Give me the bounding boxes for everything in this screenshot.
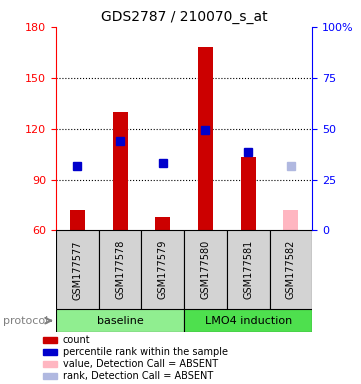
Text: GSM177578: GSM177578 bbox=[115, 240, 125, 300]
Text: LMO4 induction: LMO4 induction bbox=[205, 316, 292, 326]
Title: GDS2787 / 210070_s_at: GDS2787 / 210070_s_at bbox=[101, 10, 268, 25]
Text: value, Detection Call = ABSENT: value, Detection Call = ABSENT bbox=[62, 359, 218, 369]
Text: protocol: protocol bbox=[4, 316, 49, 326]
Text: GSM177582: GSM177582 bbox=[286, 240, 296, 300]
Text: percentile rank within the sample: percentile rank within the sample bbox=[62, 347, 227, 357]
Bar bbox=[198, 47, 213, 230]
Text: GSM177581: GSM177581 bbox=[243, 240, 253, 300]
Bar bbox=[270, 230, 312, 309]
Text: baseline: baseline bbox=[97, 316, 143, 326]
Bar bbox=[70, 210, 85, 230]
Bar bbox=[155, 217, 170, 230]
Bar bbox=[43, 373, 57, 379]
Bar bbox=[227, 230, 270, 309]
Bar bbox=[283, 210, 299, 230]
Bar bbox=[43, 361, 57, 367]
Bar bbox=[56, 230, 99, 309]
Bar bbox=[43, 349, 57, 355]
Bar bbox=[184, 230, 227, 309]
Bar bbox=[56, 309, 184, 332]
Text: GSM177579: GSM177579 bbox=[158, 240, 168, 300]
Bar bbox=[184, 309, 312, 332]
Bar bbox=[113, 112, 127, 230]
Text: count: count bbox=[62, 335, 90, 345]
Bar bbox=[99, 230, 142, 309]
Bar bbox=[142, 230, 184, 309]
Text: GSM177577: GSM177577 bbox=[72, 240, 82, 300]
Bar bbox=[241, 157, 256, 230]
Bar bbox=[43, 337, 57, 343]
Text: GSM177580: GSM177580 bbox=[200, 240, 210, 300]
Text: rank, Detection Call = ABSENT: rank, Detection Call = ABSENT bbox=[62, 371, 213, 381]
